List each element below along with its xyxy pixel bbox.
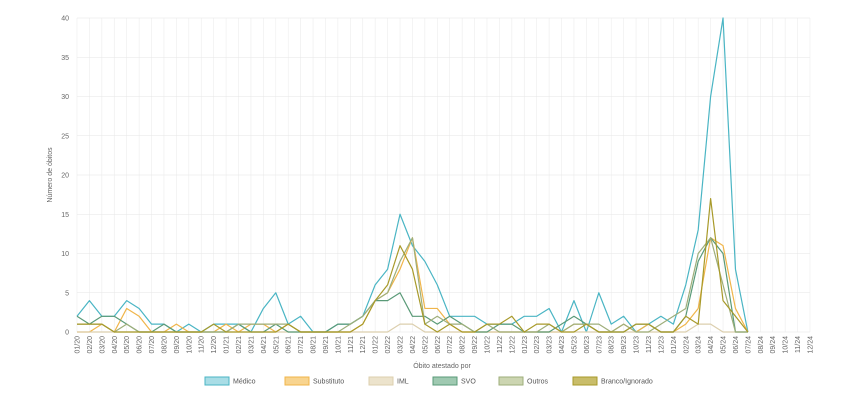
x-tick-label: 07/21: [298, 336, 305, 354]
legend-swatch: [368, 376, 394, 386]
legend-item[interactable]: Substituto: [284, 376, 344, 386]
legend-label: Branco/Ignorado: [601, 379, 653, 386]
y-tick-label: 15: [61, 212, 69, 219]
y-tick-label: 5: [65, 290, 69, 297]
x-tick-label: 08/21: [311, 336, 318, 354]
y-tick-label: 0: [65, 330, 69, 337]
x-tick-label: 09/24: [770, 336, 777, 354]
series-lines: [76, 17, 749, 333]
x-tick-label: 07/24: [745, 336, 752, 354]
legend-item[interactable]: IML: [368, 376, 409, 386]
x-tick-label: 03/24: [696, 336, 703, 354]
x-tick-label: 12/23: [658, 336, 665, 354]
x-tick-label: 02/21: [236, 336, 243, 354]
x-tick-label: 08/22: [460, 336, 467, 354]
x-tick-label: 01/24: [671, 336, 678, 354]
x-tick-label: 06/21: [286, 336, 293, 354]
x-tick-label: 10/21: [335, 336, 342, 354]
x-tick-label: 03/21: [248, 336, 255, 354]
y-axis-title: Número de óbitos: [47, 147, 54, 203]
x-tick-label: 05/20: [124, 336, 131, 354]
series-line-branco-ignorado: [77, 197, 749, 333]
x-tick-label: 06/24: [733, 336, 740, 354]
x-tick-label: 10/20: [186, 336, 193, 354]
y-tick-label: 35: [61, 55, 69, 62]
x-tick-label: 09/22: [472, 336, 479, 354]
x-tick-label: 01/20: [75, 336, 82, 354]
x-axis-title: Óbito atestado por: [413, 361, 471, 370]
legend-label: Outros: [527, 379, 549, 386]
x-tick-label: 03/23: [547, 336, 554, 354]
x-tick-label: 06/20: [137, 336, 144, 354]
x-tick-label: 11/24: [795, 336, 802, 353]
legend-label: SVO: [461, 379, 476, 386]
legend-item[interactable]: Outros: [498, 376, 549, 386]
x-tick-label: 04/23: [559, 336, 566, 354]
x-tick-label: 04/21: [261, 336, 268, 354]
x-tick-label: 01/23: [522, 336, 529, 354]
legend-item[interactable]: SVO: [432, 376, 476, 386]
y-tick-label: 20: [61, 173, 69, 180]
x-tick-label: 11/23: [646, 336, 653, 353]
x-tick-label: 12/20: [211, 336, 218, 354]
legend-swatch: [204, 376, 230, 386]
legend-item[interactable]: Branco/Ignorado: [572, 376, 653, 386]
x-tick-label: 11/22: [497, 336, 504, 353]
x-tick-label: 02/22: [385, 336, 392, 354]
x-tick-label: 04/24: [708, 336, 715, 354]
legend-label: IML: [397, 379, 409, 386]
legend-item[interactable]: Médico: [204, 376, 256, 386]
legend-swatch: [432, 376, 458, 386]
x-tick-label: 02/23: [534, 336, 541, 354]
x-tick-label: 01/21: [224, 336, 231, 354]
y-tick-labels: 0 5 10 15 20 25 30 35 40: [61, 16, 69, 337]
x-tick-labels: 01/20 02/20 03/20 04/20 05/20 06/20 07/20 08/20…: [75, 336, 815, 354]
legend-swatch: [572, 376, 598, 386]
y-tick-label: 40: [61, 16, 69, 23]
x-tick-label: 07/22: [447, 336, 454, 354]
x-tick-label: 09/20: [174, 336, 181, 354]
x-tick-label: 02/20: [87, 336, 94, 354]
legend-swatch: [284, 376, 310, 386]
x-tick-label: 03/20: [99, 336, 106, 354]
x-tick-label: 02/24: [683, 336, 690, 354]
grid: [76, 17, 811, 333]
x-tick-label: 12/21: [360, 336, 367, 354]
x-tick-label: 01/22: [373, 336, 380, 354]
x-tick-label: 05/22: [422, 336, 429, 354]
x-tick-label: 09/23: [621, 336, 628, 354]
x-tick-label: 05/21: [273, 336, 280, 354]
x-tick-label: 08/23: [609, 336, 616, 354]
x-tick-label: 03/22: [398, 336, 405, 354]
x-tick-label: 04/20: [112, 336, 119, 354]
x-tick-label: 08/24: [758, 336, 765, 354]
x-tick-label: 11/21: [348, 336, 355, 353]
x-tick-label: 10/24: [783, 336, 790, 354]
x-tick-label: 11/20: [199, 336, 206, 353]
x-tick-label: 08/20: [161, 336, 168, 354]
legend: Médico Substituto IML SVO Outros Branco/Ignor…: [204, 376, 653, 386]
legend-label: Médico: [233, 379, 256, 386]
x-tick-label: 05/24: [721, 336, 728, 354]
x-tick-label: 04/22: [410, 336, 417, 354]
x-tick-label: 06/22: [435, 336, 442, 354]
x-tick-label: 10/22: [484, 336, 491, 354]
x-tick-label: 05/23: [571, 336, 578, 354]
x-tick-label: 10/23: [634, 336, 641, 354]
y-tick-label: 10: [61, 251, 69, 258]
y-tick-label: 25: [61, 133, 69, 140]
x-tick-label: 12/22: [509, 336, 516, 354]
x-tick-label: 07/20: [149, 336, 156, 354]
x-tick-label: 07/23: [596, 336, 603, 354]
legend-swatch: [498, 376, 524, 386]
y-tick-label: 30: [61, 94, 69, 101]
x-tick-label: 06/23: [584, 336, 591, 354]
x-tick-label: 09/21: [323, 336, 330, 354]
x-tick-label: 12/24: [808, 336, 815, 354]
legend-label: Substituto: [313, 379, 344, 386]
